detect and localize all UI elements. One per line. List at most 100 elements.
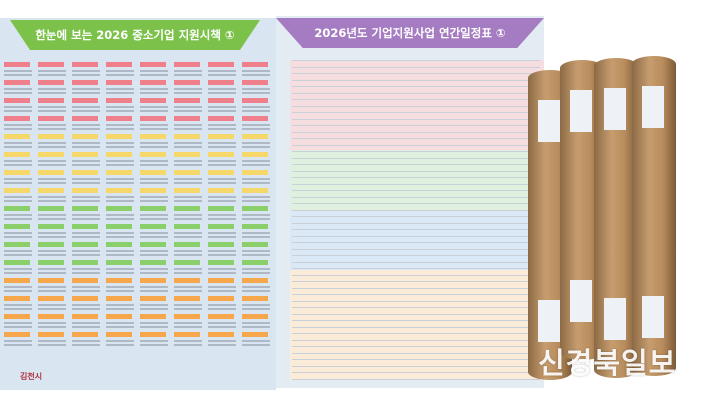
program-text — [140, 178, 168, 180]
table-row — [292, 255, 540, 256]
program-text — [4, 92, 32, 94]
program-text — [38, 214, 66, 216]
program-text — [242, 196, 270, 198]
program-text — [72, 254, 100, 256]
program-tag — [242, 314, 268, 319]
program-tag — [140, 80, 166, 85]
table-row — [292, 235, 540, 237]
program-text — [174, 250, 202, 252]
program-tag — [106, 260, 132, 265]
program-text — [174, 70, 202, 72]
program-tag — [140, 278, 166, 283]
program-tag — [242, 188, 268, 193]
program-tag — [174, 80, 200, 85]
program-text — [208, 160, 236, 162]
program-text — [242, 340, 270, 342]
program-tag — [174, 98, 200, 103]
program-text — [72, 236, 100, 238]
program-tag — [174, 224, 200, 229]
program-tag — [106, 242, 132, 247]
program-text — [72, 272, 100, 274]
table-row — [292, 183, 540, 185]
program-text — [140, 142, 168, 144]
program-text — [106, 70, 134, 72]
tube-label — [570, 280, 592, 322]
program-text — [208, 178, 236, 180]
program-text — [208, 74, 236, 76]
program-text — [140, 164, 168, 166]
program-text — [38, 88, 66, 90]
program-text — [174, 290, 202, 292]
program-text — [242, 286, 270, 288]
program-tag — [208, 170, 234, 175]
program-text — [242, 182, 270, 184]
program-text — [38, 304, 66, 306]
program-tag — [174, 152, 200, 157]
program-text — [174, 164, 202, 166]
program-tag — [208, 242, 234, 247]
program-text — [208, 142, 236, 144]
program-text — [208, 164, 236, 166]
program-text — [140, 236, 168, 238]
program-tag — [4, 98, 30, 103]
program-text — [242, 164, 270, 166]
program-text — [174, 268, 202, 270]
program-text — [106, 308, 134, 310]
program-text — [4, 106, 32, 108]
program-text — [140, 326, 168, 328]
program-tag — [72, 314, 98, 319]
program-tag — [4, 80, 30, 85]
table-row — [292, 131, 540, 133]
program-text — [174, 236, 202, 238]
support-program-grid — [0, 62, 272, 352]
program-tag — [208, 188, 234, 193]
program-text — [140, 88, 168, 90]
program-tag — [242, 278, 268, 283]
program-text — [242, 322, 270, 324]
program-text — [140, 214, 168, 216]
program-tag — [174, 278, 200, 283]
program-text — [72, 88, 100, 90]
program-text — [72, 268, 100, 270]
program-tag — [208, 224, 234, 229]
program-text — [174, 128, 202, 130]
program-text — [38, 146, 66, 148]
program-text — [4, 74, 32, 76]
program-tag — [140, 188, 166, 193]
program-text — [38, 142, 66, 144]
program-text — [4, 308, 32, 310]
program-tag — [4, 242, 30, 247]
program-text — [72, 142, 100, 144]
program-text — [242, 92, 270, 94]
program-tag — [242, 242, 268, 247]
program-text — [106, 290, 134, 292]
program-text — [140, 182, 168, 184]
program-text — [106, 254, 134, 256]
program-text — [72, 178, 100, 180]
program-text — [242, 124, 270, 126]
program-text — [140, 250, 168, 252]
program-text — [106, 92, 134, 94]
program-text — [72, 106, 100, 108]
program-tag — [208, 134, 234, 139]
poster-tube — [594, 58, 638, 378]
program-text — [174, 304, 202, 306]
program-tag — [242, 296, 268, 301]
program-text — [4, 232, 32, 234]
table-row — [292, 294, 540, 295]
program-tag — [174, 62, 200, 67]
program-text — [174, 214, 202, 216]
program-tag — [4, 188, 30, 193]
program-tag — [4, 134, 30, 139]
program-text — [38, 250, 66, 252]
program-text — [140, 344, 168, 346]
program-text — [208, 124, 236, 126]
category-band — [290, 60, 544, 150]
program-tag — [72, 98, 98, 103]
program-text — [106, 214, 134, 216]
table-row — [292, 79, 540, 81]
table-row — [292, 112, 540, 113]
program-text — [38, 200, 66, 202]
program-tag — [4, 152, 30, 157]
program-tag — [208, 332, 234, 337]
